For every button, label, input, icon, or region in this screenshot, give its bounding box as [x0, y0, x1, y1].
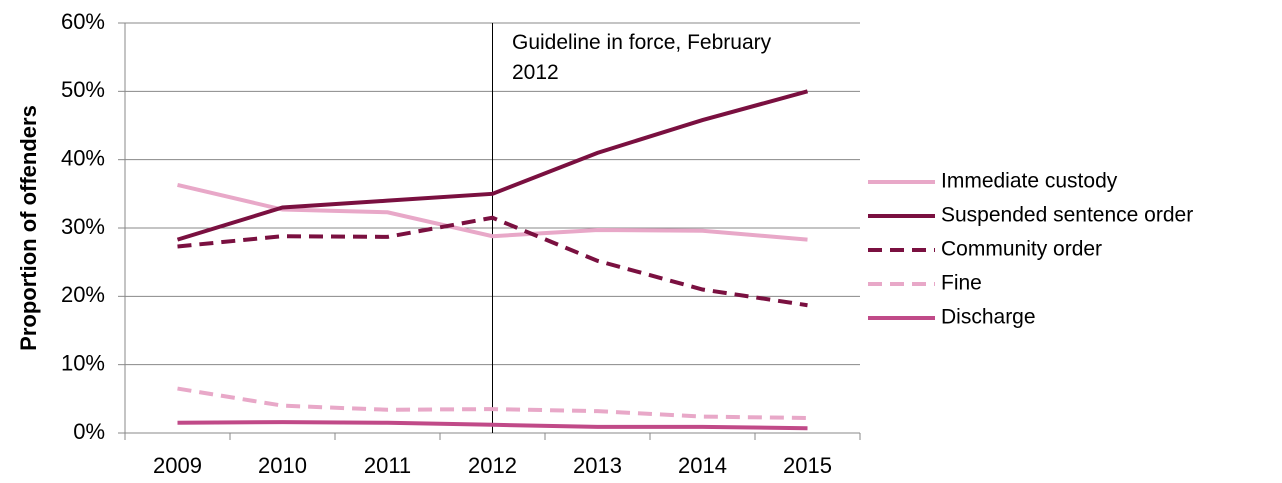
y-tick-label: 60%: [61, 9, 105, 34]
legend-label: Community order: [941, 238, 1102, 261]
series-line: [177, 420, 808, 431]
series-line: [177, 215, 808, 308]
legend-label: Fine: [941, 272, 982, 295]
x-tick-label: 2010: [258, 453, 307, 478]
x-tick-label: 2011: [364, 453, 411, 478]
x-tick-label: 2014: [678, 453, 727, 478]
y-tick-label: 30%: [61, 214, 105, 239]
x-tick-label: 2015: [783, 453, 832, 478]
series-line: [176, 89, 809, 242]
x-tick-label: 2012: [468, 453, 517, 478]
x-tick-label: 2013: [573, 453, 622, 478]
legend-label: Immediate custody: [941, 170, 1118, 193]
y-tick-label: 20%: [61, 282, 105, 307]
x-tick-label: 2009: [153, 453, 202, 478]
y-tick-label: 50%: [61, 77, 105, 102]
y-tick-label: 0%: [73, 419, 105, 444]
y-tick-label: 10%: [61, 350, 105, 375]
series-line: [177, 386, 808, 420]
y-axis-label: Proportion of offenders: [16, 105, 41, 351]
y-tick-label: 40%: [61, 145, 105, 170]
annotation: Guideline in force, February 2012: [512, 31, 772, 84]
legend-label: Suspended sentence order: [941, 204, 1193, 227]
legend-label: Discharge: [941, 306, 1036, 329]
